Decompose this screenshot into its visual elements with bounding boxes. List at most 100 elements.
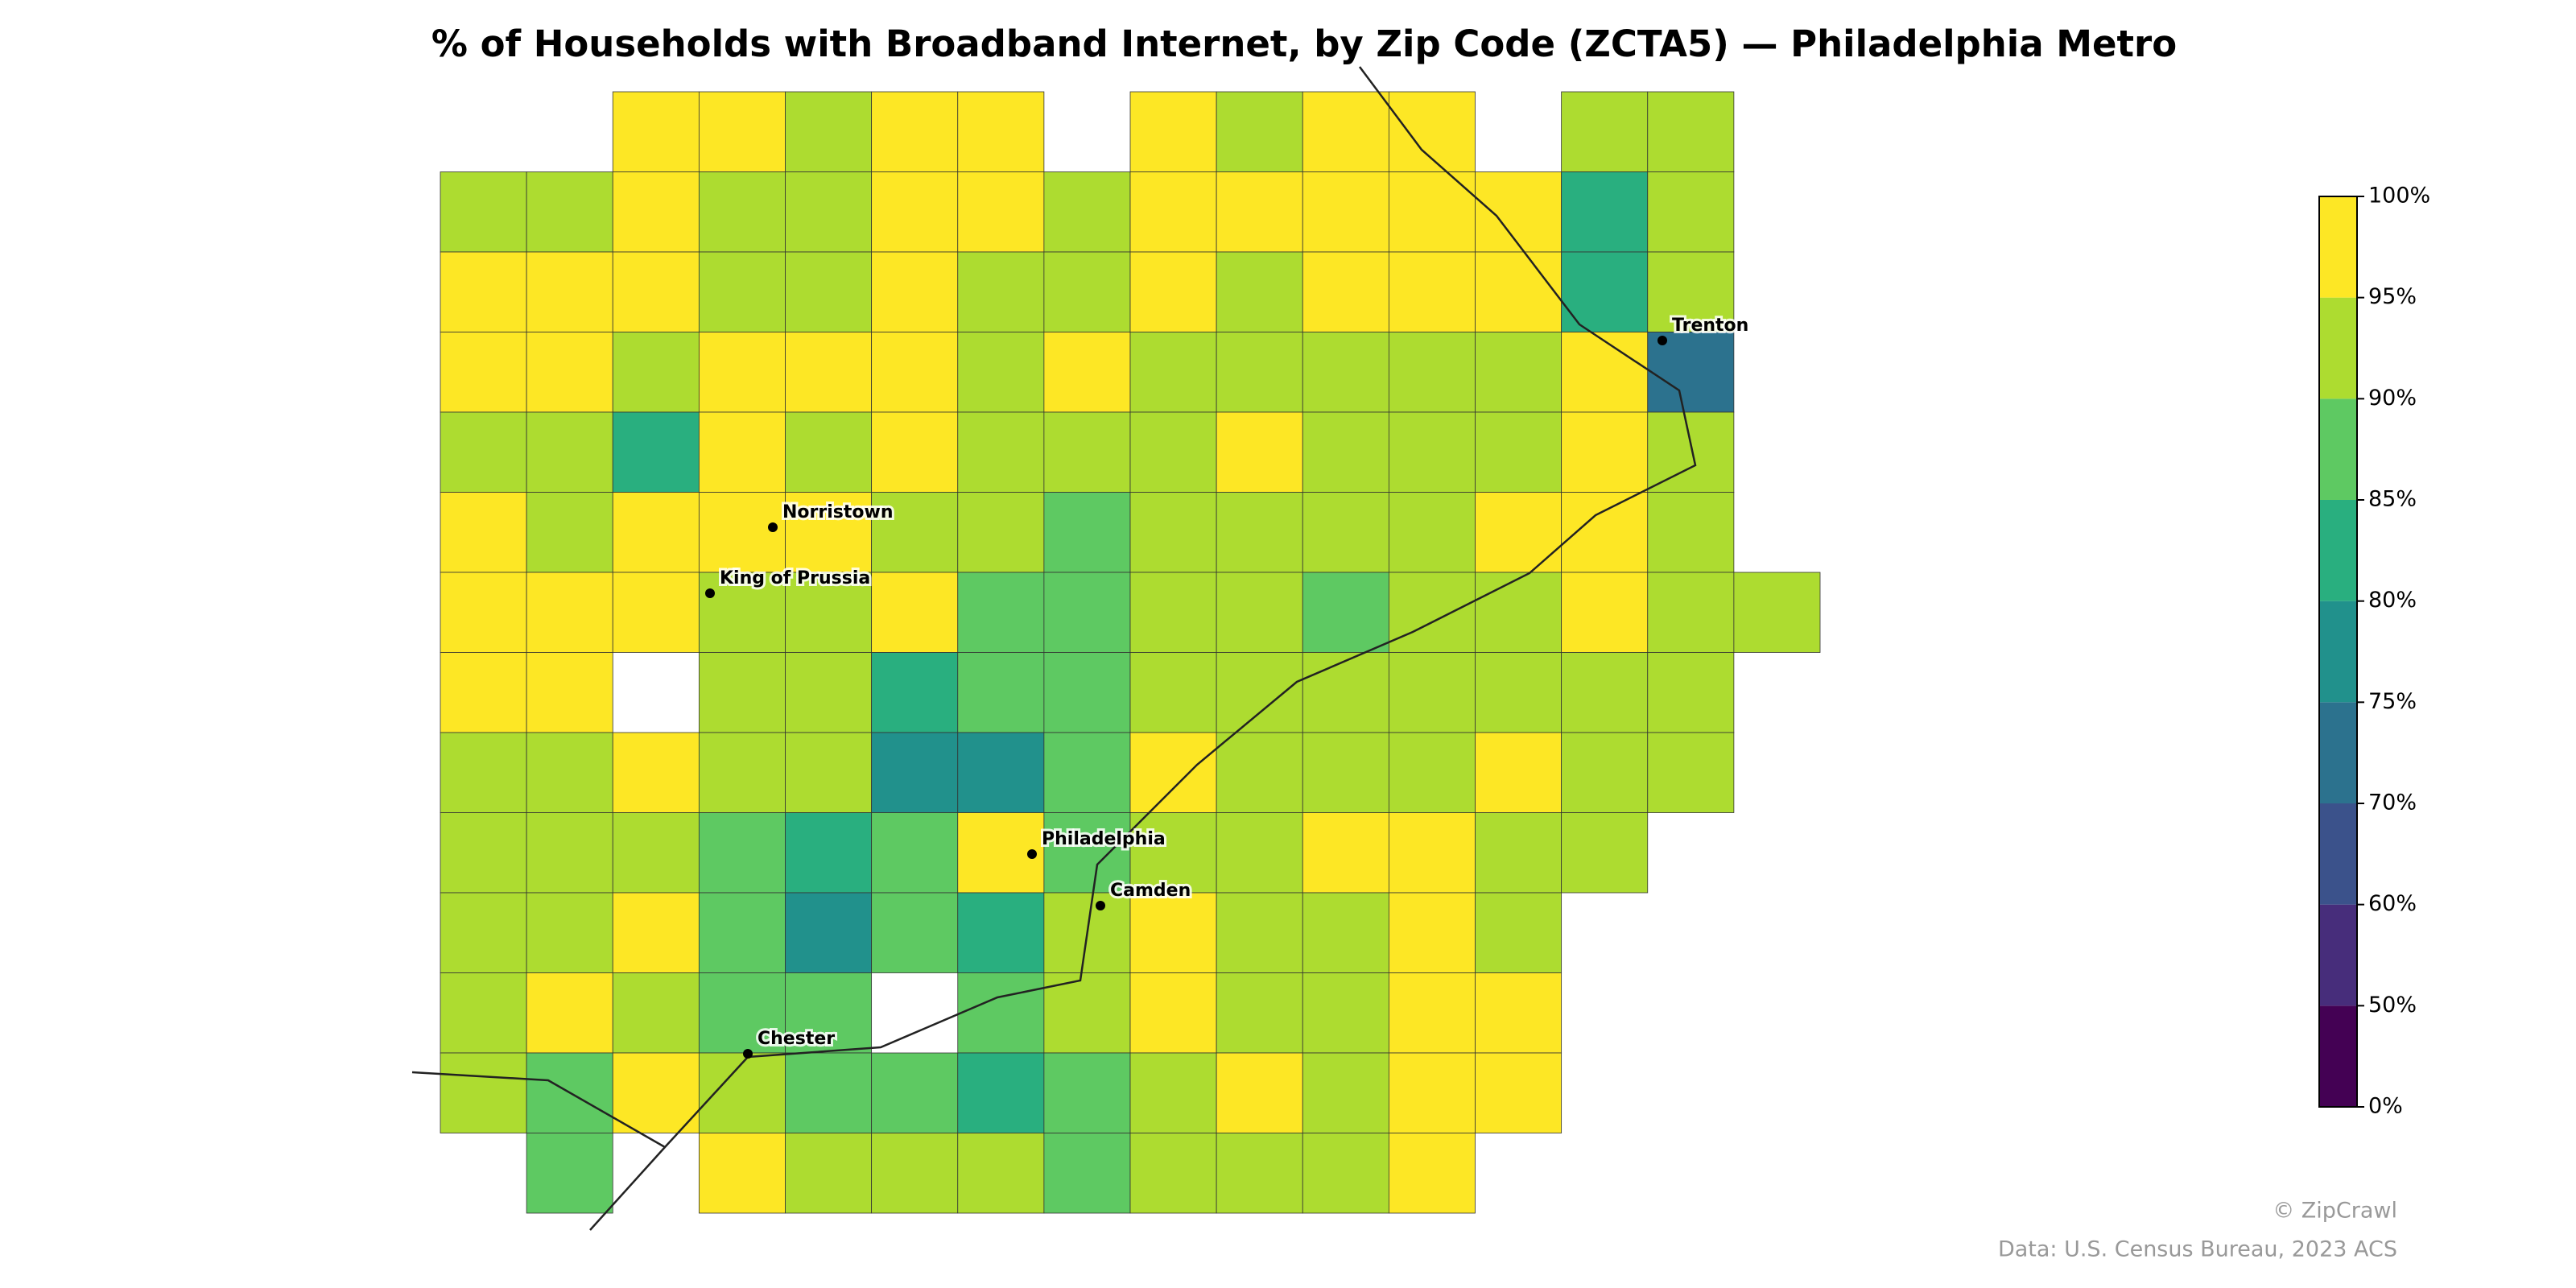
city-label: Camden xyxy=(1110,881,1191,901)
zip-area xyxy=(1043,492,1131,573)
zip-area xyxy=(698,1133,786,1214)
zip-area xyxy=(526,812,613,894)
zip-area xyxy=(1043,411,1131,493)
colorbar-tick-label: 60% xyxy=(2368,891,2417,916)
zip-area xyxy=(1043,171,1131,253)
zip-area xyxy=(1302,171,1389,253)
zip-area xyxy=(612,411,700,493)
zip-area xyxy=(785,1133,873,1214)
zip-area xyxy=(1647,411,1735,493)
colorbar-segment xyxy=(2319,196,2357,298)
zip-area xyxy=(871,171,959,253)
zip-area xyxy=(1129,732,1217,813)
zip-area xyxy=(612,251,700,332)
city-marker xyxy=(705,588,715,598)
zip-area xyxy=(526,251,613,332)
zip-area xyxy=(1475,411,1563,493)
zip-area xyxy=(1043,732,1131,813)
zip-area xyxy=(526,332,613,413)
zip-area xyxy=(1216,492,1303,573)
zip-area xyxy=(785,892,873,973)
colorbar-tick-label: 95% xyxy=(2368,284,2417,309)
zip-areas xyxy=(440,91,1821,1214)
credit: © ZipCrawl xyxy=(2273,1199,2397,1224)
zip-area xyxy=(1647,572,1735,653)
zip-area xyxy=(1129,411,1217,493)
zip-area xyxy=(440,332,527,413)
zip-area xyxy=(1129,251,1217,332)
zip-area xyxy=(698,572,786,653)
zip-area xyxy=(1561,812,1649,894)
zip-area xyxy=(698,332,786,413)
colorbar-tick-label: 0% xyxy=(2368,1094,2403,1119)
zip-area xyxy=(785,732,873,813)
zip-area xyxy=(1129,812,1217,894)
zip-area xyxy=(957,652,1045,733)
zip-area xyxy=(957,972,1045,1054)
zip-area xyxy=(1302,492,1389,573)
zip-area xyxy=(1302,572,1389,653)
zip-area xyxy=(1733,572,1821,653)
zip-area xyxy=(1647,492,1735,573)
zip-area xyxy=(871,1133,959,1214)
colorbar-tick-label: 100% xyxy=(2368,184,2430,208)
zip-area xyxy=(698,91,786,172)
zip-area xyxy=(785,972,873,1054)
zip-area xyxy=(785,251,873,332)
zip-area xyxy=(871,812,959,894)
zip-area xyxy=(440,812,527,894)
colorbar-tick-label: 80% xyxy=(2368,588,2417,613)
zip-area xyxy=(1216,972,1303,1054)
zip-area xyxy=(526,892,613,973)
zip-area xyxy=(1561,411,1649,493)
zip-area xyxy=(1561,251,1649,332)
zip-area xyxy=(698,652,786,733)
zip-area xyxy=(1043,1133,1131,1214)
zip-area xyxy=(526,171,613,253)
zip-area xyxy=(1561,91,1649,172)
zip-area xyxy=(612,812,700,894)
zip-area xyxy=(1043,572,1131,653)
zip-area xyxy=(785,411,873,493)
zip-area xyxy=(1216,411,1303,493)
zip-area xyxy=(1302,732,1389,813)
zip-area xyxy=(612,892,700,973)
zip-area xyxy=(957,492,1045,573)
zip-area xyxy=(871,411,959,493)
zip-area xyxy=(871,1052,959,1133)
zip-area xyxy=(871,652,959,733)
zip-area xyxy=(612,1052,700,1133)
zip-area xyxy=(440,171,527,253)
zip-area xyxy=(698,171,786,253)
city-marker xyxy=(1657,336,1667,345)
zip-area xyxy=(1647,652,1735,733)
zip-area xyxy=(1302,332,1389,413)
zip-area xyxy=(1388,171,1476,253)
zip-area xyxy=(957,332,1045,413)
zip-area xyxy=(1129,1133,1217,1214)
zip-area xyxy=(526,492,613,573)
colorbar-tick-label: 85% xyxy=(2368,487,2417,512)
zip-area xyxy=(526,732,613,813)
zip-area xyxy=(440,732,527,813)
zip-area xyxy=(698,972,786,1054)
zip-area xyxy=(526,972,613,1054)
zip-area xyxy=(957,171,1045,253)
zip-area xyxy=(1216,1052,1303,1133)
zip-area xyxy=(1388,652,1476,733)
zip-area xyxy=(1129,892,1217,973)
zip-area xyxy=(1475,332,1563,413)
zip-area xyxy=(1561,171,1649,253)
zip-area xyxy=(1475,1052,1563,1133)
colorbar-tick-label: 90% xyxy=(2368,386,2417,411)
zip-area xyxy=(871,572,959,653)
colorbar-segment xyxy=(2319,1005,2357,1107)
zip-area xyxy=(785,812,873,894)
zip-area xyxy=(957,572,1045,653)
colorbar-segment xyxy=(2319,601,2357,703)
zip-area xyxy=(612,332,700,413)
zip-area xyxy=(440,492,527,573)
colorbar: 0% 50% 60% 70% 75% 80% 85% 90% 95% 100% xyxy=(2318,184,2430,1119)
zip-area xyxy=(871,91,959,172)
